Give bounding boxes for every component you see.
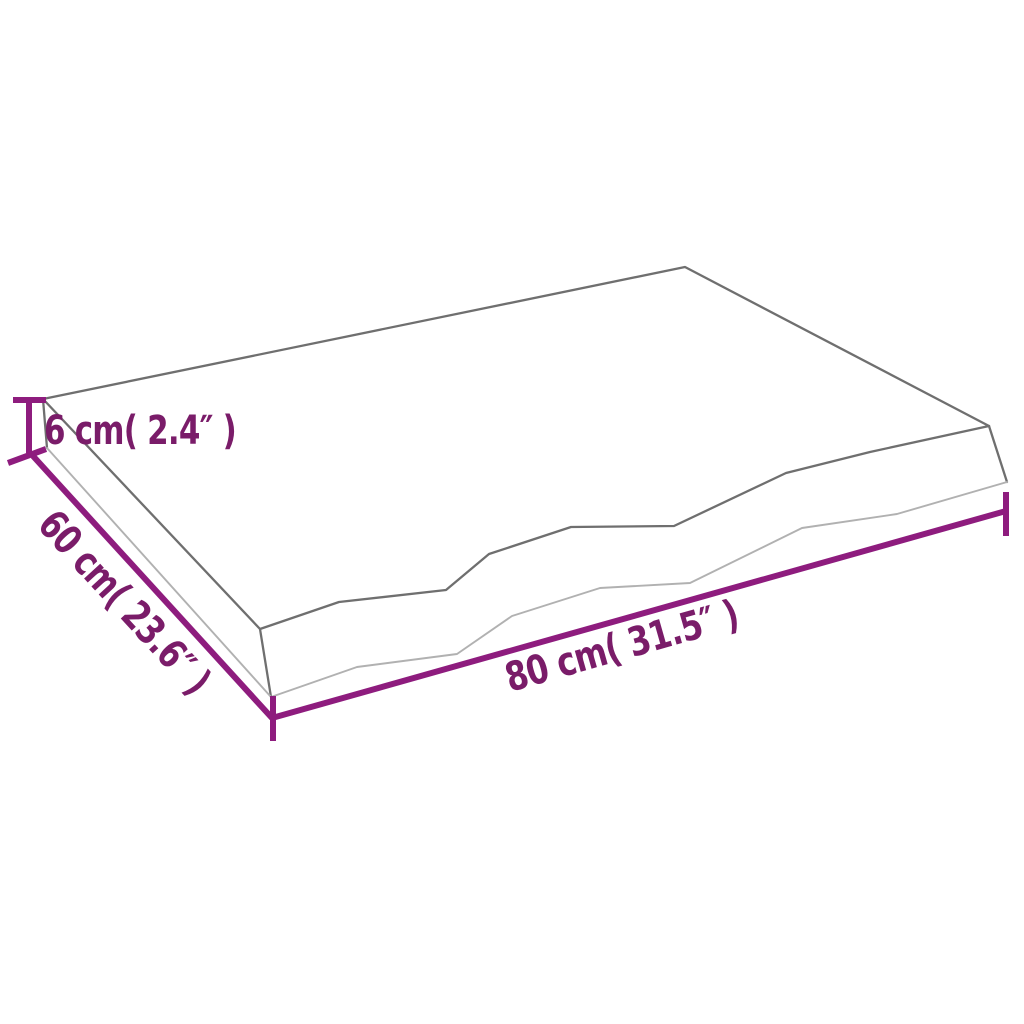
board-dark-edges <box>41 265 1009 699</box>
board-top-front-wavy-edge <box>258 424 991 631</box>
board-left-back-thickness-edge <box>41 397 49 450</box>
board-bottom-front-wavy-edge <box>270 481 1008 698</box>
width-dimension-line <box>271 508 1007 721</box>
height-label: 6 cm( 2.4″ ) <box>44 408 236 454</box>
depth-dimension-line <box>30 453 275 721</box>
board-left-top-edge <box>41 397 273 699</box>
board-light-edges <box>46 447 1008 698</box>
dimension-lines <box>6 397 1009 741</box>
depth-label: 60 cm( 23.6″ ) <box>29 502 220 704</box>
height-dimension-cap-bottom <box>6 446 48 466</box>
board-left-bottom-edge <box>46 447 272 698</box>
board-back-and-right-top-edge <box>41 265 991 428</box>
dimension-labels: 6 cm( 2.4″ ) 60 cm( 23.6″ ) 80 cm( 31.5″… <box>29 408 744 704</box>
board-right-thickness-edge <box>987 424 1009 484</box>
